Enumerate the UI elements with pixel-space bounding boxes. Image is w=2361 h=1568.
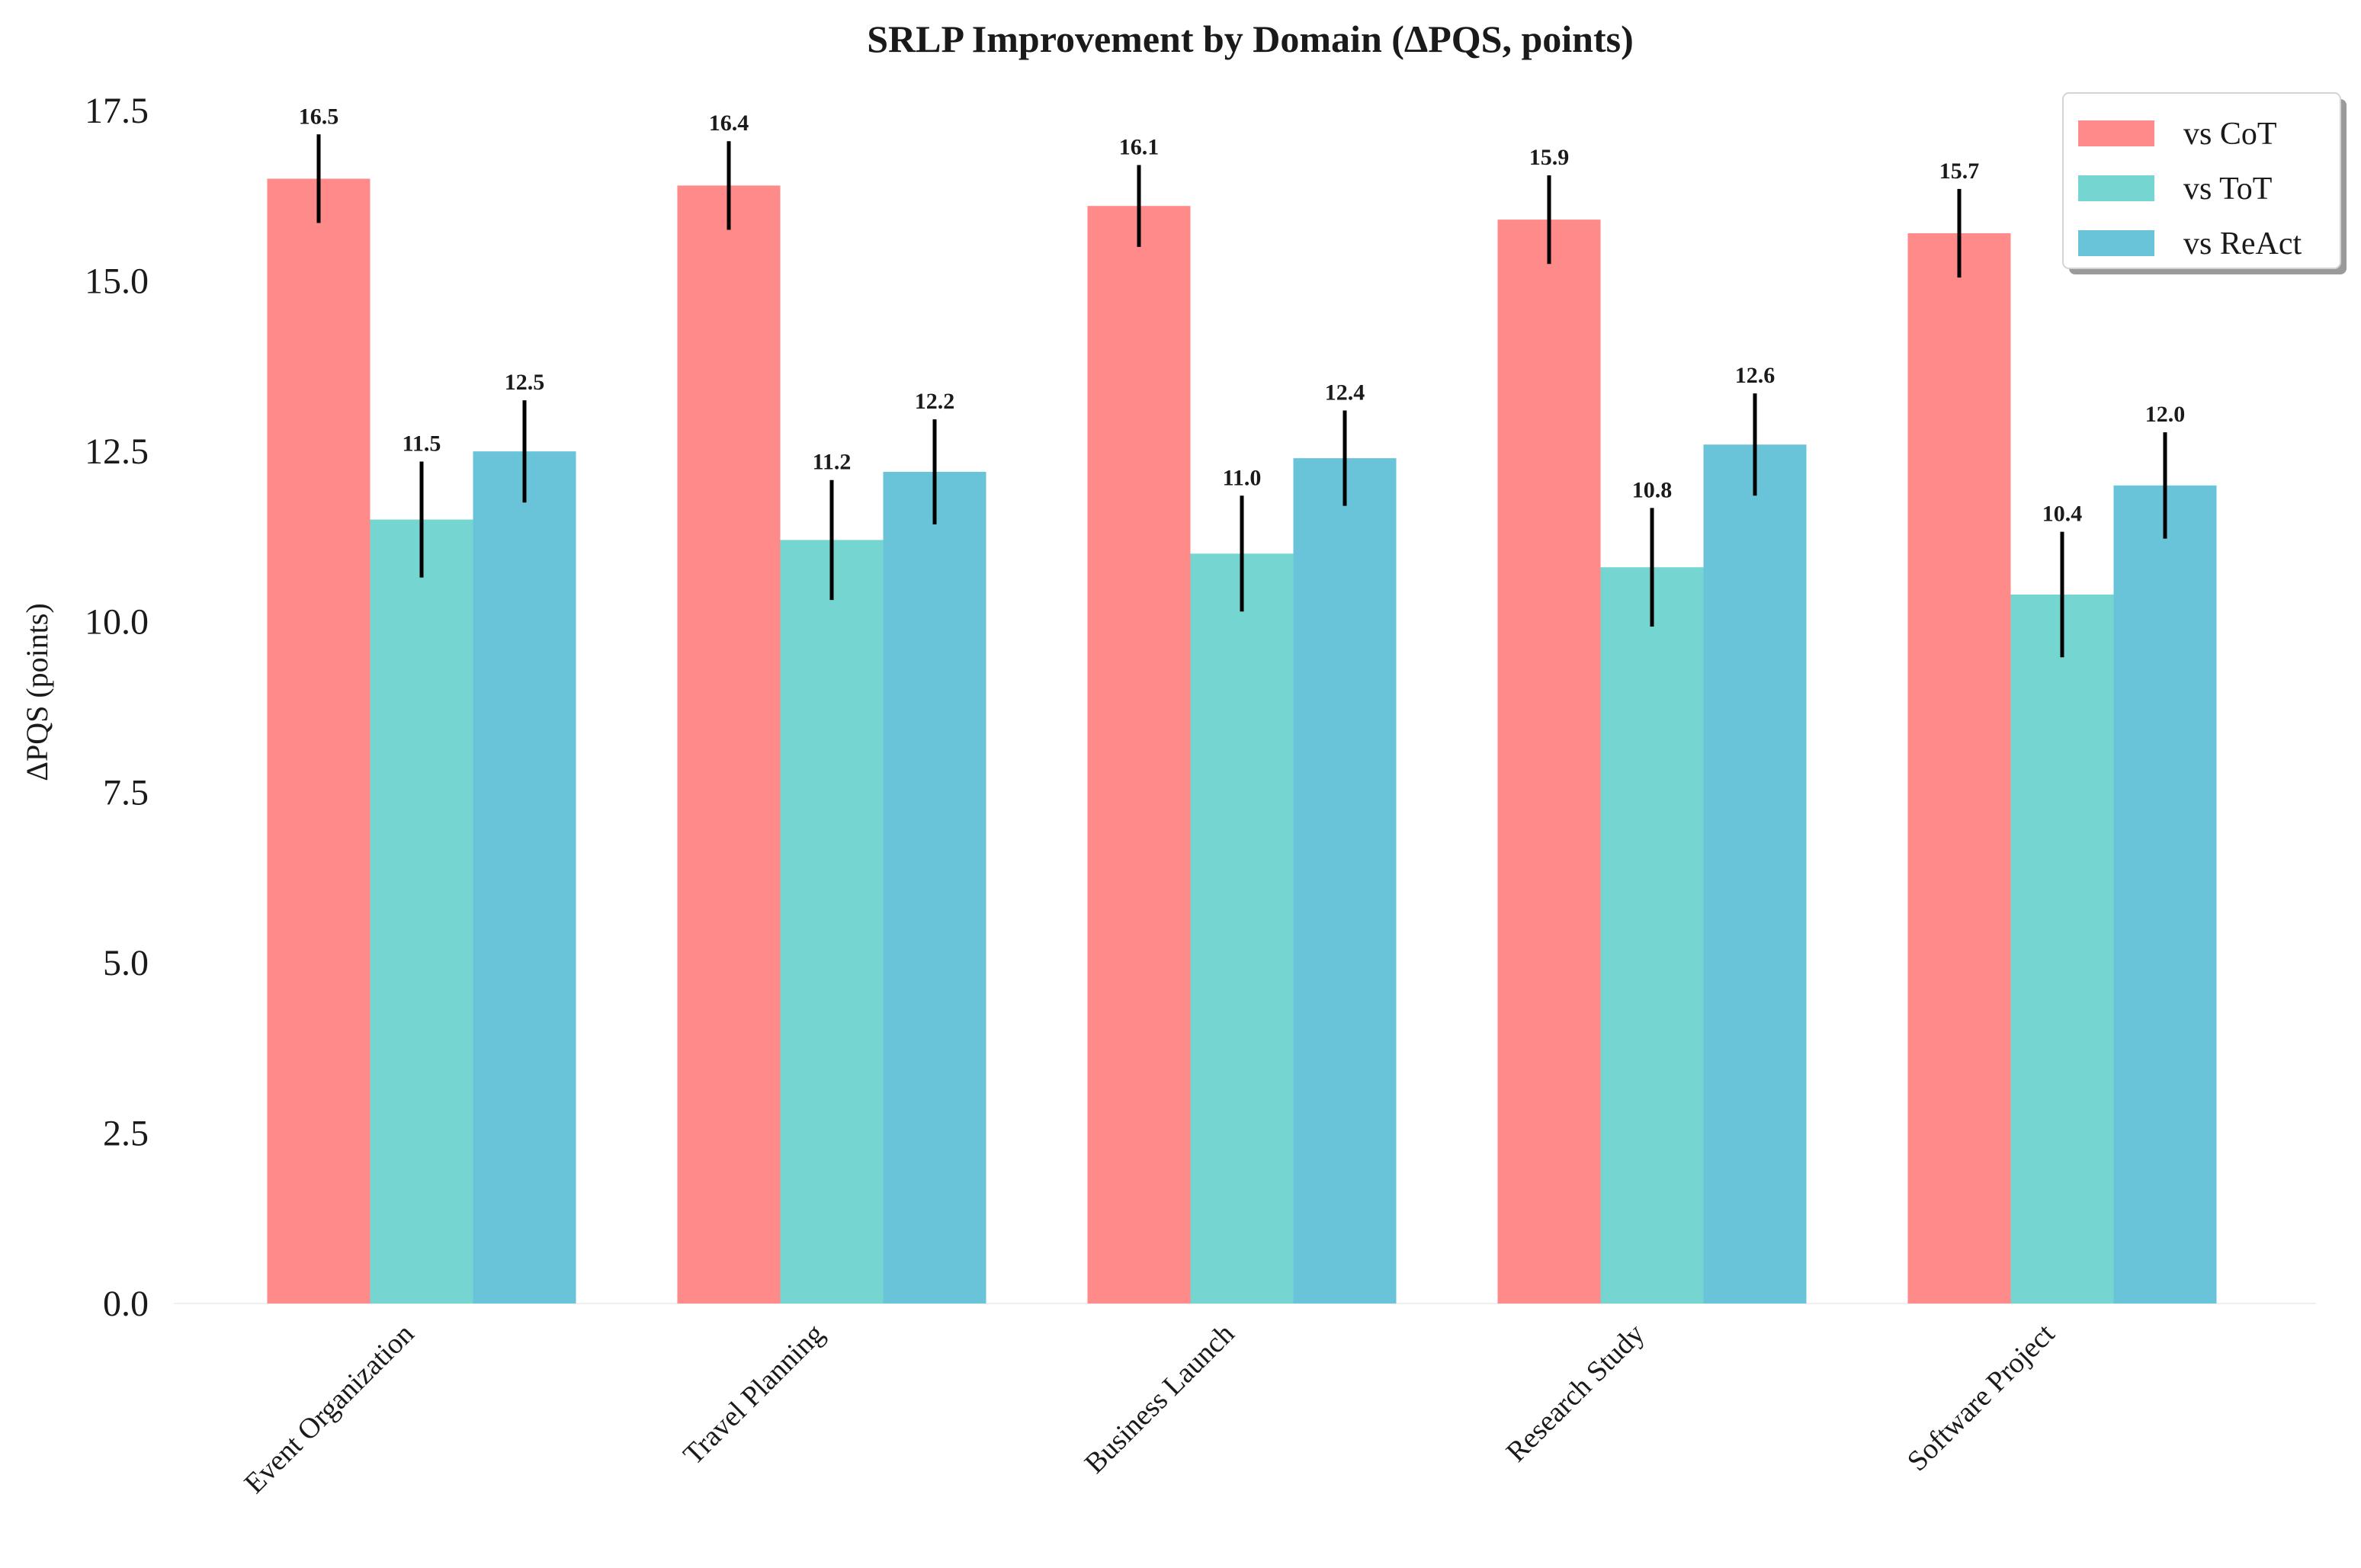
y-tick-label: 10.0 xyxy=(85,602,149,643)
bar xyxy=(1907,232,2011,1303)
legend: vs CoT vs ToT vs ReAct xyxy=(2062,92,2347,274)
bar xyxy=(780,540,884,1303)
y-axis-label: ΔPQS (points) xyxy=(20,603,54,781)
y-tick-label: 15.0 xyxy=(85,261,149,302)
legend-swatch xyxy=(2078,175,2154,201)
x-tick-label: Event Organization xyxy=(238,1318,420,1500)
legend-entry-label: vs ReAct xyxy=(2183,226,2302,261)
data-label: 11.5 xyxy=(403,431,441,457)
x-tick-label: Research Study xyxy=(1500,1318,1651,1469)
y-tick-label: 0.0 xyxy=(103,1284,149,1324)
bar xyxy=(267,178,371,1303)
y-tick-label: 2.5 xyxy=(103,1113,149,1153)
bar xyxy=(1497,220,1601,1304)
legend-entry-label: vs ToT xyxy=(2183,172,2272,207)
data-label: 12.4 xyxy=(1325,380,1365,405)
data-label: 16.5 xyxy=(299,104,339,129)
bar xyxy=(1703,444,1807,1304)
data-label: 16.1 xyxy=(1119,135,1160,160)
data-label: 12.5 xyxy=(505,370,545,395)
y-tick-label: 7.5 xyxy=(103,772,149,813)
data-label: 16.4 xyxy=(709,111,749,136)
y-tick-label: 17.5 xyxy=(85,91,149,131)
bar xyxy=(1087,206,1191,1304)
data-label: 11.2 xyxy=(813,450,852,475)
y-tick-label: 12.5 xyxy=(85,431,149,472)
y-tick-label: 5.0 xyxy=(103,943,149,983)
legend-entry-label: vs CoT xyxy=(2183,117,2277,152)
data-label: 11.0 xyxy=(1223,465,1262,490)
x-tick-label: Business Launch xyxy=(1079,1318,1241,1480)
x-tick-label: Travel Planning xyxy=(677,1318,830,1471)
x-tick-label: Software Project xyxy=(1901,1317,2061,1477)
bar xyxy=(677,185,781,1303)
plot-area: 0.0 2.5 5.0 7.5 10.0 12.5 15.0 17.5 16.5 11.5 12.5… xyxy=(85,91,2316,1500)
legend-swatch xyxy=(2078,120,2154,146)
data-label: 15.7 xyxy=(1939,159,1980,184)
chart-title: SRLP Improvement by Domain (ΔPQS, points… xyxy=(867,18,1634,60)
legend-swatch xyxy=(2078,230,2154,256)
bar xyxy=(370,519,473,1303)
data-label: 12.0 xyxy=(2145,402,2186,427)
data-label: 10.4 xyxy=(2042,502,2083,527)
data-label: 12.2 xyxy=(915,389,955,414)
bar xyxy=(883,471,986,1303)
bar xyxy=(1190,553,1294,1303)
bar xyxy=(473,451,576,1304)
data-label: 12.6 xyxy=(1735,363,1776,388)
bar xyxy=(1293,458,1397,1303)
data-label: 15.9 xyxy=(1529,145,1570,170)
data-label: 10.8 xyxy=(1632,477,1673,502)
bar xyxy=(2113,485,2217,1303)
bar xyxy=(2010,594,2114,1303)
bar xyxy=(1600,567,1704,1303)
